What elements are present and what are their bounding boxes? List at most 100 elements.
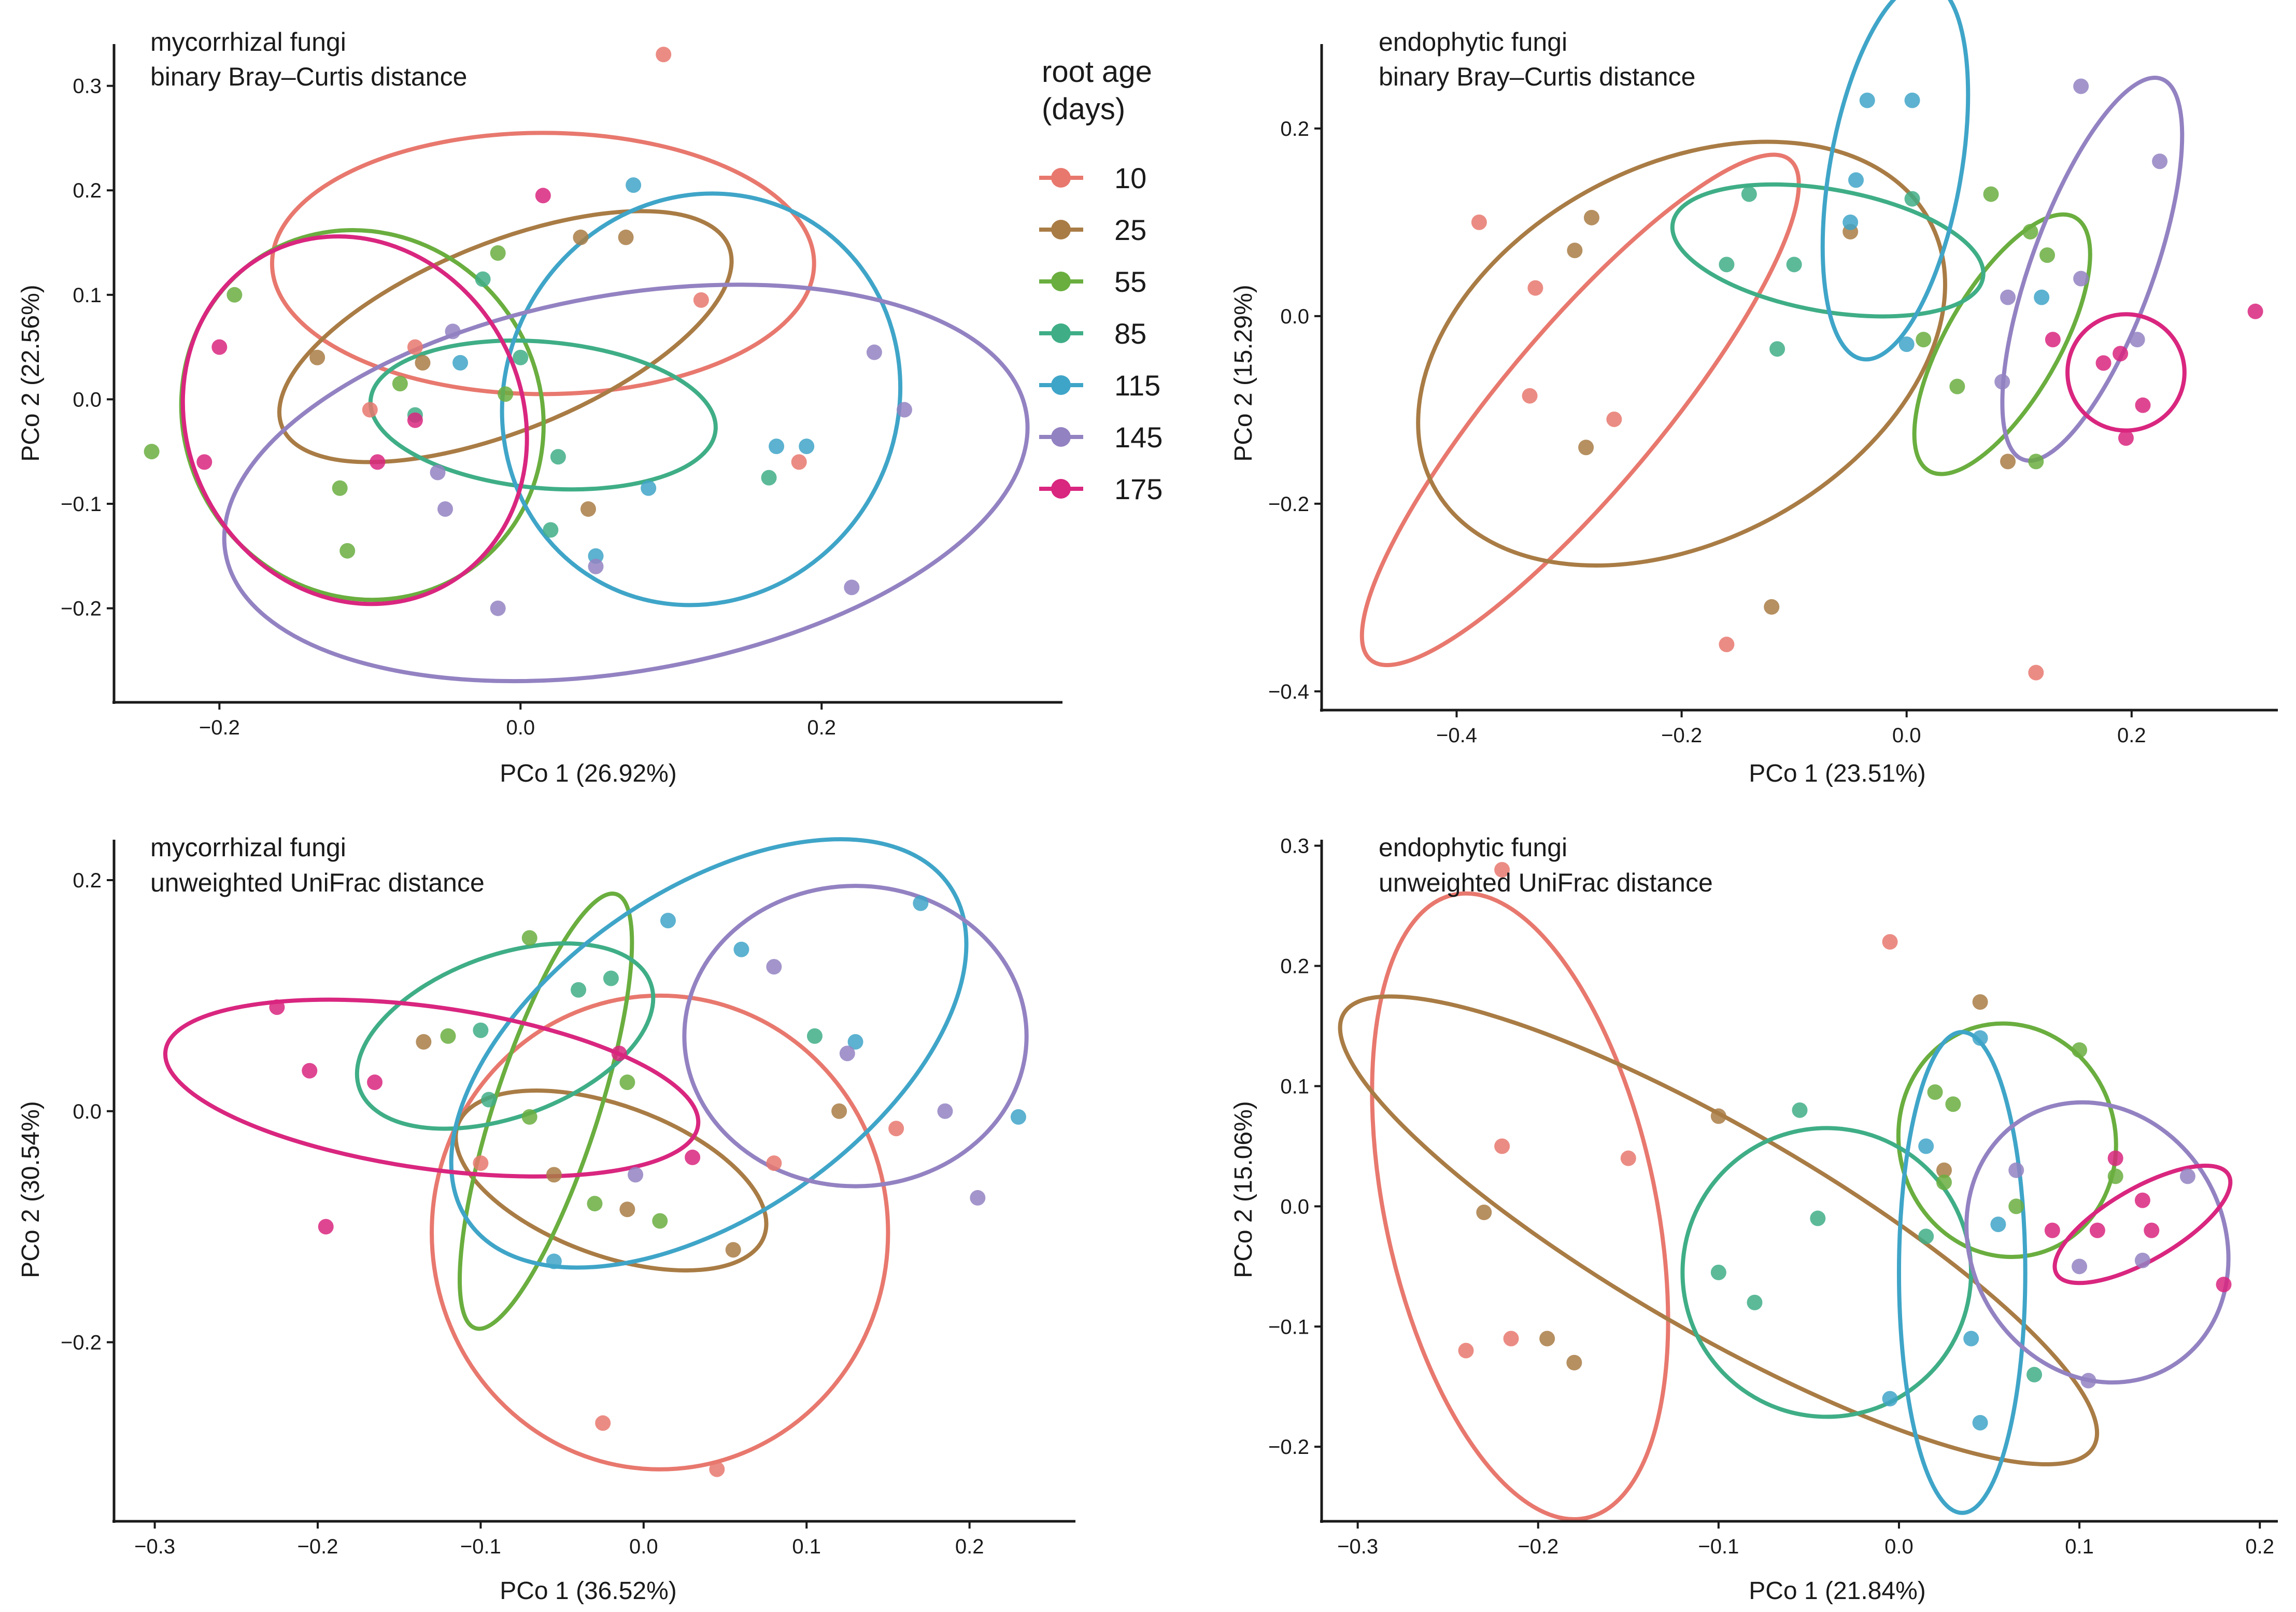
legend-key-point xyxy=(1051,375,1071,395)
ellipse-25 xyxy=(453,1088,769,1272)
legend-label-145: 145 xyxy=(1114,421,1163,454)
point-85 xyxy=(1918,1228,1934,1245)
point-85 xyxy=(473,1022,489,1038)
point-145 xyxy=(2134,1252,2150,1268)
points-layer xyxy=(1458,861,2232,1431)
x-tick-label: 0.2 xyxy=(2117,724,2146,747)
y-ticks: −0.2 0.0 0.2 xyxy=(61,869,114,1354)
point-10 xyxy=(766,1155,782,1171)
point-55 xyxy=(1983,186,1999,202)
point-25 xyxy=(1936,1162,1952,1178)
points-layer xyxy=(269,895,1026,1477)
x-tick-label: 0.2 xyxy=(2245,1535,2274,1558)
x-tick-label: 0.0 xyxy=(506,716,535,739)
y-axis-title: PCo 2 (15.29%) xyxy=(1230,285,1257,462)
point-115 xyxy=(1843,214,1859,230)
point-175 xyxy=(2135,397,2151,413)
point-145 xyxy=(2073,78,2089,94)
y-tick-label: 0.0 xyxy=(1280,305,1309,328)
x-ticks: −0.4 −0.2 0.0 0.2 xyxy=(1436,710,2146,747)
point-175 xyxy=(211,339,228,355)
point-145 xyxy=(2152,153,2168,169)
axes: −0.3 −0.2 −0.1 0.0 0.1 0.2 −0.2 0.0 0.2 xyxy=(61,840,1075,1558)
point-10 xyxy=(1719,637,1735,653)
panel-title-line1: mycorrhizal fungi xyxy=(150,27,346,56)
point-55 xyxy=(440,1028,456,1044)
point-115 xyxy=(452,355,469,371)
y-tick-label: −0.2 xyxy=(1268,493,1309,516)
point-175 xyxy=(2095,355,2111,371)
point-25 xyxy=(2000,454,2016,470)
x-axis-title: PCo 1 (21.84%) xyxy=(1749,1577,1926,1605)
point-145 xyxy=(766,959,782,975)
point-85 xyxy=(571,982,587,998)
point-85 xyxy=(475,271,491,287)
point-175 xyxy=(2216,1277,2232,1293)
point-25 xyxy=(1476,1204,1492,1220)
point-145 xyxy=(897,402,912,418)
point-145 xyxy=(2072,1259,2088,1275)
point-85 xyxy=(2026,1367,2043,1383)
point-25 xyxy=(309,349,325,365)
x-tick-label: −0.2 xyxy=(1518,1535,1558,1558)
point-145 xyxy=(2080,1373,2096,1389)
point-25 xyxy=(416,1034,432,1050)
y-tick-label: −0.2 xyxy=(1268,1436,1309,1459)
point-10 xyxy=(595,1415,611,1431)
y-tick-label: 0.3 xyxy=(73,75,102,98)
point-115 xyxy=(1882,1391,1898,1407)
point-115 xyxy=(1972,1030,1988,1046)
point-175 xyxy=(611,1045,627,1062)
panel-title-line2: binary Bray–Curtis distance xyxy=(150,62,467,91)
legend-title-line1: root age xyxy=(1042,55,1152,89)
legend-key-point xyxy=(1051,427,1071,447)
point-115 xyxy=(660,913,676,929)
panel-title-line1: endophytic fungi xyxy=(1379,27,1567,56)
point-115 xyxy=(1972,1415,1988,1431)
point-175 xyxy=(2107,1150,2123,1166)
point-55 xyxy=(587,1196,603,1212)
point-145 xyxy=(588,558,604,574)
x-tick-label: −0.4 xyxy=(1436,724,1477,747)
point-115 xyxy=(1963,1331,1979,1347)
point-55 xyxy=(2008,1198,2024,1214)
point-175 xyxy=(535,188,551,204)
x-tick-label: 0.0 xyxy=(629,1535,658,1558)
legend-key-point xyxy=(1051,323,1071,343)
point-85 xyxy=(761,470,777,486)
panel-endophytic-unifrac: −0.3 −0.2 −0.1 0.0 0.1 0.2 −0.2 −0.1 0.0 0.1 0.2 0… xyxy=(1230,833,2278,1605)
ellipses-layer xyxy=(179,131,1030,684)
y-tick-label: 0.2 xyxy=(1280,955,1309,978)
point-145 xyxy=(2000,289,2016,305)
ellipse-115 xyxy=(500,191,903,607)
x-tick-label: −0.3 xyxy=(1337,1535,1378,1558)
point-115 xyxy=(641,480,657,496)
points-layer xyxy=(1471,78,2263,681)
point-10 xyxy=(791,454,807,470)
point-145 xyxy=(2073,271,2089,287)
point-115 xyxy=(1898,336,1915,352)
point-55 xyxy=(1949,378,1965,394)
ellipse-115 xyxy=(1896,1030,2028,1515)
point-55 xyxy=(498,386,514,402)
point-55 xyxy=(226,287,243,303)
point-55 xyxy=(490,245,506,261)
point-55 xyxy=(521,930,537,946)
ellipse-10 xyxy=(1359,152,1801,668)
legend-label-10: 10 xyxy=(1114,162,1146,194)
ellipses-layer xyxy=(1359,0,2187,668)
legend-label-55: 55 xyxy=(1114,265,1146,298)
point-10 xyxy=(1458,1342,1474,1359)
point-10 xyxy=(362,402,378,418)
y-tick-label: 0.0 xyxy=(1280,1195,1309,1218)
y-tick-label: 0.3 xyxy=(1280,835,1309,858)
point-10 xyxy=(1494,861,1510,878)
panel-title-line1: endophytic fungi xyxy=(1379,833,1567,862)
x-ticks: −0.3 −0.2 −0.1 0.0 0.1 0.2 xyxy=(1337,1521,2274,1558)
point-175 xyxy=(318,1219,334,1235)
points-layer xyxy=(144,47,912,616)
point-145 xyxy=(839,1045,855,1062)
panel-mycorrhizal-bray-curtis: −0.2 0.0 0.2 −0.2 −0.1 0.0 0.1 0.2 0.3 mycorrhi… xyxy=(17,27,1062,787)
point-175 xyxy=(367,1074,383,1091)
y-tick-label: 0.2 xyxy=(73,869,102,892)
